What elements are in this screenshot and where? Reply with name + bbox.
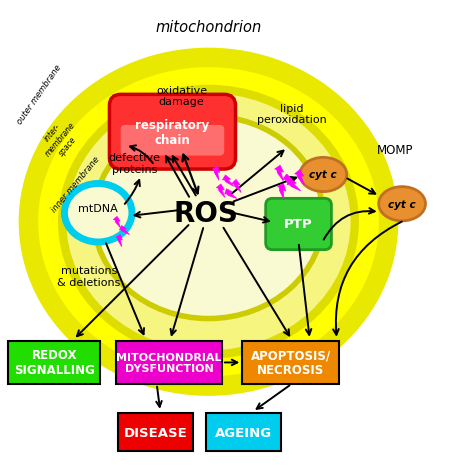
Polygon shape	[232, 180, 241, 193]
Ellipse shape	[94, 117, 323, 319]
FancyBboxPatch shape	[8, 341, 101, 384]
Ellipse shape	[29, 58, 389, 386]
FancyBboxPatch shape	[206, 413, 280, 451]
Text: cyt c: cyt c	[388, 199, 416, 209]
FancyArrowPatch shape	[333, 222, 402, 335]
Text: outer membrane: outer membrane	[15, 63, 63, 126]
Polygon shape	[294, 170, 304, 186]
Polygon shape	[287, 179, 301, 191]
Text: DISEASE: DISEASE	[124, 426, 188, 439]
Text: inter-
membrane
space: inter- membrane space	[35, 114, 85, 165]
FancyBboxPatch shape	[116, 341, 222, 384]
Polygon shape	[225, 189, 237, 199]
Text: oxidative
damage: oxidative damage	[156, 86, 207, 107]
Polygon shape	[283, 175, 295, 188]
Polygon shape	[278, 184, 286, 200]
Polygon shape	[217, 185, 225, 198]
Text: MITOCHONDRIAL
DYSFUNCTION: MITOCHONDRIAL DYSFUNCTION	[116, 352, 222, 374]
Text: respiratory
chain: respiratory chain	[135, 119, 210, 147]
Ellipse shape	[300, 158, 347, 192]
Polygon shape	[222, 176, 234, 187]
Text: APOPTOSIS/
NECROSIS: APOPTOSIS/ NECROSIS	[251, 349, 331, 377]
Text: AGEING: AGEING	[215, 426, 272, 439]
FancyBboxPatch shape	[120, 126, 224, 156]
Text: REDOX
SIGNALLING: REDOX SIGNALLING	[14, 349, 95, 377]
FancyBboxPatch shape	[118, 413, 193, 451]
Text: mutations
& deletions: mutations & deletions	[58, 266, 121, 287]
Text: MOMP: MOMP	[377, 144, 414, 157]
Text: PTP: PTP	[284, 218, 313, 231]
Text: mitochondrion: mitochondrion	[155, 20, 262, 35]
Text: defective
proteins: defective proteins	[108, 153, 160, 175]
Polygon shape	[120, 226, 130, 235]
Polygon shape	[212, 167, 220, 181]
FancyBboxPatch shape	[110, 95, 236, 170]
FancyArrowPatch shape	[324, 208, 375, 240]
Polygon shape	[113, 217, 120, 228]
Text: ROS: ROS	[174, 199, 239, 227]
Text: inner membrane: inner membrane	[50, 155, 101, 214]
Text: lipid
peroxidation: lipid peroxidation	[257, 104, 327, 125]
Ellipse shape	[62, 90, 355, 355]
Polygon shape	[275, 166, 284, 182]
Text: mtDNA: mtDNA	[78, 204, 118, 214]
FancyBboxPatch shape	[265, 199, 332, 250]
FancyBboxPatch shape	[242, 341, 339, 384]
Text: cyt c: cyt c	[309, 170, 337, 180]
Ellipse shape	[379, 187, 425, 221]
Polygon shape	[116, 235, 122, 247]
Ellipse shape	[64, 184, 132, 242]
